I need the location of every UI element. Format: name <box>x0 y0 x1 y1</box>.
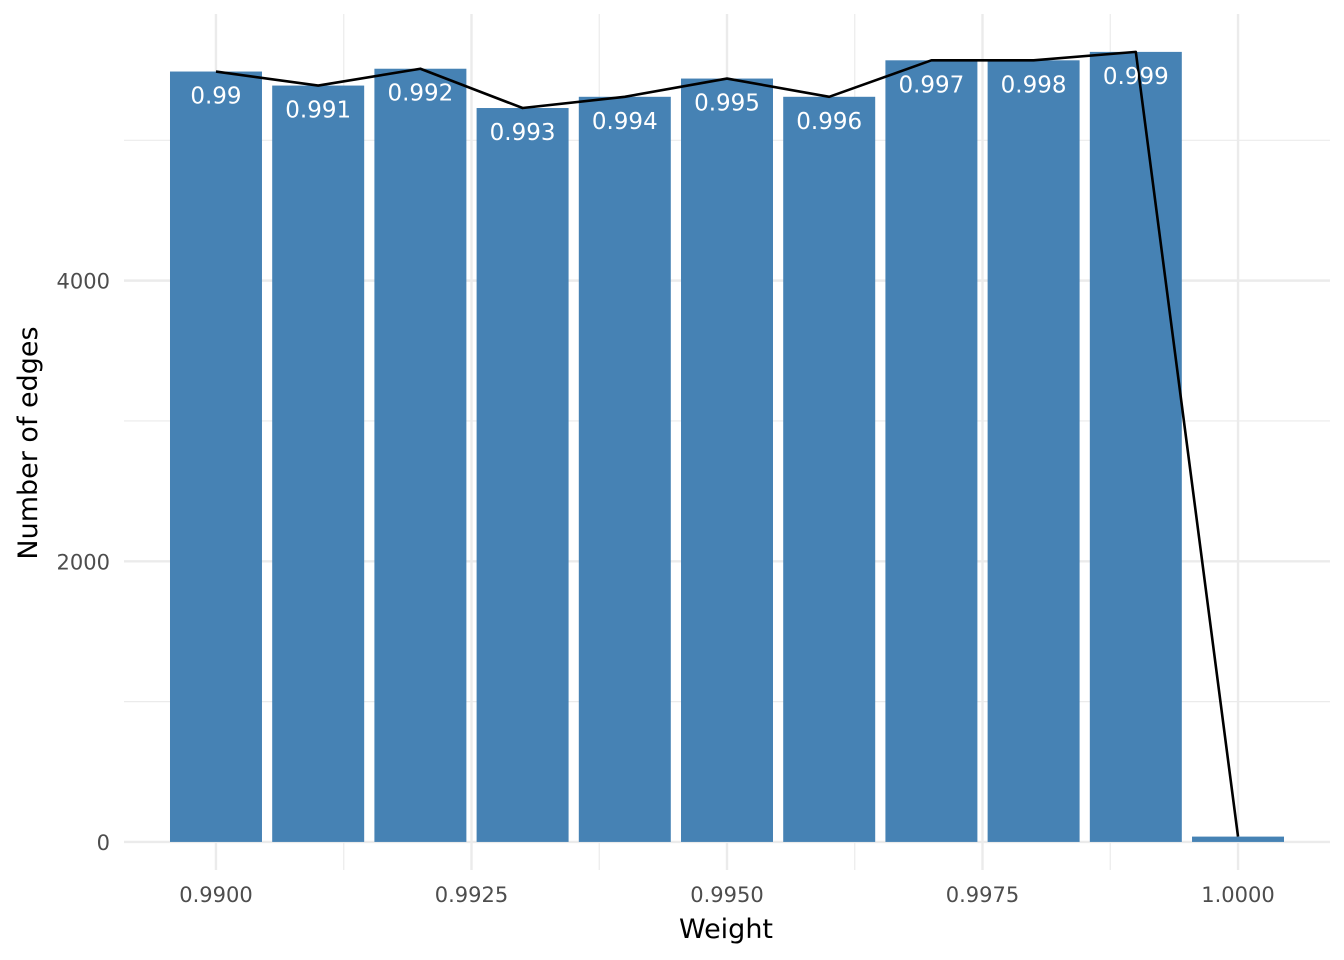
y-tick-label: 0 <box>97 831 110 855</box>
x-tick-label: 0.9950 <box>690 883 763 907</box>
bar-value-label: 0.997 <box>898 72 964 98</box>
bar <box>272 85 365 842</box>
bar-label-layer: 0.99 0.991 0.992 0.993 0.994 0.995 0.996 0.997 0… <box>190 64 1168 146</box>
bar <box>476 108 569 842</box>
bar-value-label: 0.99 <box>190 84 241 110</box>
bar-value-label: 0.993 <box>490 120 556 146</box>
y-axis-title: Number of edges <box>13 326 44 559</box>
bar-value-label: 0.992 <box>387 81 453 107</box>
bar-value-label: 0.994 <box>592 109 658 135</box>
y-tick-label: 2000 <box>57 550 110 574</box>
x-tick-label: 0.9925 <box>435 883 508 907</box>
bar <box>1192 836 1285 842</box>
bar-value-label: 0.995 <box>694 91 760 117</box>
x-tick-label: 1.0000 <box>1201 883 1274 907</box>
bar-layer <box>169 51 1285 842</box>
line-layer <box>215 50 1240 837</box>
line-series <box>215 50 1240 837</box>
bar-value-label: 0.991 <box>285 98 351 124</box>
bar <box>783 96 876 842</box>
bar-value-label: 0.996 <box>796 109 862 135</box>
bar <box>987 60 1080 842</box>
bar <box>578 96 671 842</box>
tick-layer: 0.9900 0.9925 0.9950 0.9975 1.0000 0 2000 4000 <box>57 270 1275 907</box>
bar <box>374 68 467 842</box>
x-axis-title: Weight <box>679 914 773 945</box>
bar <box>885 60 978 842</box>
bar-value-label: 0.999 <box>1103 64 1169 90</box>
x-tick-label: 0.9975 <box>946 883 1019 907</box>
x-tick-label: 0.9900 <box>179 883 252 907</box>
y-tick-label: 4000 <box>57 270 110 294</box>
bar <box>681 78 773 842</box>
bar <box>1089 51 1182 842</box>
bar-value-label: 0.998 <box>1001 72 1067 98</box>
bar <box>169 71 262 842</box>
